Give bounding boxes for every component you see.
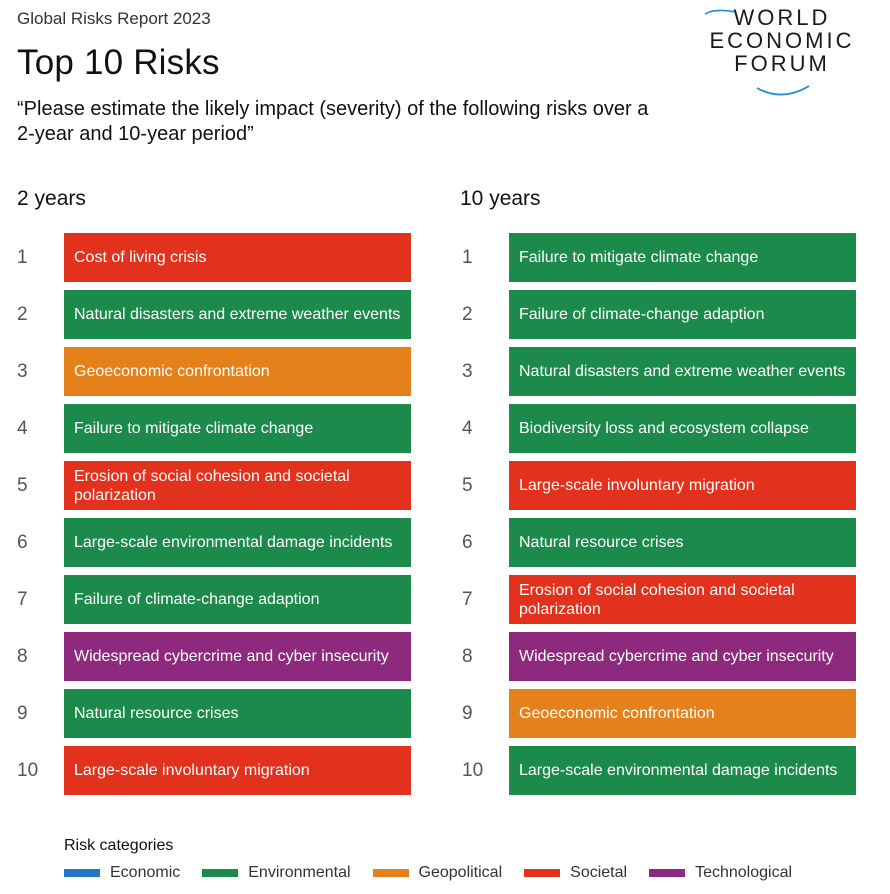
- risk-label: Natural disasters and extreme weather ev…: [74, 306, 401, 323]
- risk-label: Erosion of social cohesion and societal …: [74, 467, 350, 504]
- logo-text-line: WORLD: [733, 5, 831, 30]
- risk-rank: 6: [17, 532, 28, 553]
- risk-rank: 8: [462, 646, 473, 667]
- risk-label: Large-scale environmental damage inciden…: [519, 762, 838, 779]
- risk-rank: 3: [462, 361, 473, 382]
- risk-rank: 5: [17, 475, 28, 496]
- risk-bar: Natural disasters and extreme weather ev…: [64, 290, 411, 339]
- risk-label: Large-scale involuntary migration: [74, 762, 310, 779]
- risk-label: Natural resource crises: [74, 705, 239, 722]
- risk-bar: Cost of living crisis: [64, 233, 411, 282]
- risk-label: Natural resource crises: [519, 534, 684, 551]
- logo-text-line: ECONOMIC: [709, 28, 855, 53]
- legend-swatch: [372, 869, 409, 877]
- risk-bar: Large-scale environmental damage inciden…: [509, 746, 856, 795]
- risk-label: Large-scale involuntary migration: [519, 477, 755, 494]
- risk-label: Failure to mitigate climate change: [519, 249, 759, 266]
- legend-swatch: [524, 869, 561, 877]
- logo-text-line: FORUM: [734, 51, 830, 76]
- legend-swatch: [649, 869, 686, 877]
- risk-rank: 4: [462, 418, 473, 439]
- risk-bar: Failure to mitigate climate change: [509, 233, 856, 282]
- legend-title: Risk categories: [64, 837, 174, 854]
- risk-label: Failure to mitigate climate change: [74, 420, 314, 437]
- risk-bar: Geoeconomic confrontation: [64, 347, 411, 396]
- risk-rank: 9: [17, 703, 28, 724]
- legend-item: Environmental: [202, 864, 351, 882]
- risk-bar: Biodiversity loss and ecosystem collapse: [509, 404, 856, 453]
- risk-rank: 5: [462, 475, 473, 496]
- risk-label: Large-scale environmental damage inciden…: [74, 534, 393, 551]
- legend-label: Environmental: [248, 864, 351, 881]
- survey-question: “Please estimate the likely impact (seve…: [17, 98, 649, 145]
- risk-bar: Large-scale involuntary migration: [64, 746, 411, 795]
- risk-label: Widespread cybercrime and cyber insecuri…: [519, 648, 834, 665]
- risk-rank: 6: [462, 532, 473, 553]
- risk-label: Geoeconomic confrontation: [519, 705, 715, 722]
- risk-label: Widespread cybercrime and cyber insecuri…: [74, 648, 389, 665]
- legend-item: Technological: [649, 864, 792, 882]
- risk-rank: 7: [462, 589, 473, 610]
- risk-label: Natural disasters and extreme weather ev…: [519, 363, 846, 380]
- legend-item: Economic: [64, 864, 180, 882]
- risk-bar: Natural resource crises: [64, 689, 411, 738]
- legend: Economic Environmental Geopolitical Societa…: [64, 864, 814, 882]
- risk-rank: 10: [17, 760, 39, 781]
- risk-bar: Failure to mitigate climate change: [64, 404, 411, 453]
- column-heading-10-years: 10 years: [460, 187, 541, 210]
- risk-label: Cost of living crisis: [74, 249, 207, 266]
- page-title: Top 10 Risks: [17, 43, 220, 82]
- risk-rank: 2: [17, 304, 28, 325]
- risk-bar: Erosion of social cohesion and societal …: [64, 461, 411, 510]
- risk-rank: 10: [462, 760, 484, 781]
- report-label: Global Risks Report 2023: [17, 9, 211, 28]
- risk-bar: Widespread cybercrime and cyber insecuri…: [64, 632, 411, 681]
- risk-bar: Natural resource crises: [509, 518, 856, 567]
- risk-bar: Natural disasters and extreme weather ev…: [509, 347, 856, 396]
- legend-label: Technological: [695, 864, 793, 881]
- wef-logo-arc: [704, 9, 810, 96]
- risk-rank: 7: [17, 589, 28, 610]
- risk-rank: 8: [17, 646, 28, 667]
- risk-rank: 9: [462, 703, 473, 724]
- risk-rank: 2: [462, 304, 473, 325]
- risk-bar: Geoeconomic confrontation: [509, 689, 856, 738]
- risk-bar: Large-scale involuntary migration: [509, 461, 856, 510]
- risk-bar: Failure of climate-change adaption: [509, 290, 856, 339]
- wef-logo: WORLD ECONOMIC FORUM: [697, 6, 867, 98]
- risk-rank: 1: [462, 247, 473, 268]
- column-heading-2-years: 2 years: [17, 187, 86, 210]
- legend-item: Geopolitical: [372, 864, 503, 882]
- risk-label: Failure of climate-change adaption: [74, 591, 320, 608]
- risk-bar: Large-scale environmental damage inciden…: [64, 518, 411, 567]
- legend-label: Geopolitical: [418, 864, 503, 881]
- risk-bar: Failure of climate-change adaption: [64, 575, 411, 624]
- legend-swatch: [202, 869, 239, 877]
- risk-label: Failure of climate-change adaption: [519, 306, 765, 323]
- risk-rank: 4: [17, 418, 28, 439]
- legend-item: Societal: [524, 864, 627, 882]
- risk-label: Biodiversity loss and ecosystem collapse: [519, 420, 809, 437]
- risk-label: Erosion of social cohesion and societal …: [519, 581, 795, 618]
- legend-label: Societal: [570, 864, 628, 881]
- risk-rank: 3: [17, 361, 28, 382]
- legend-label: Economic: [110, 864, 181, 881]
- risk-label: Geoeconomic confrontation: [74, 363, 270, 380]
- legend-swatch: [64, 869, 100, 877]
- risk-rank: 1: [17, 247, 28, 268]
- risk-bar: Widespread cybercrime and cyber insecuri…: [509, 632, 856, 681]
- risk-bar: Erosion of social cohesion and societal …: [509, 575, 856, 624]
